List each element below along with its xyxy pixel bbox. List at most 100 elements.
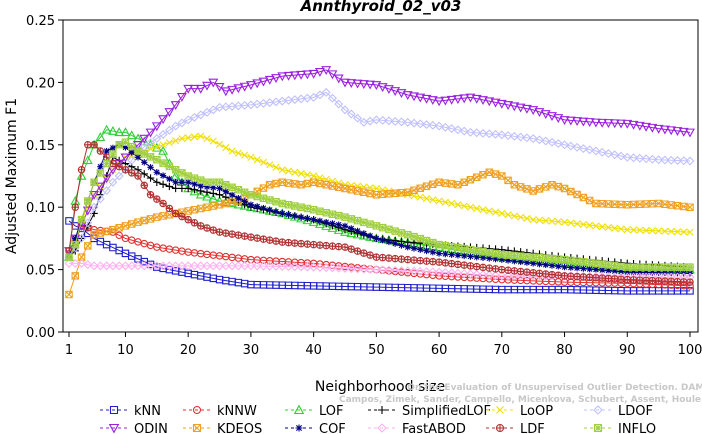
data-point	[598, 274, 606, 282]
data-point	[153, 213, 161, 221]
data-point	[453, 125, 463, 135]
data-point	[247, 233, 255, 241]
data-point	[215, 191, 224, 199]
data-point	[195, 189, 206, 199]
data-point	[289, 71, 300, 81]
data-point	[360, 249, 368, 257]
data-point	[259, 194, 268, 202]
data-point	[321, 87, 331, 97]
data-point	[429, 257, 437, 266]
data-point	[77, 233, 87, 243]
data-point	[202, 81, 212, 91]
data-point	[661, 277, 669, 285]
data-point	[121, 138, 130, 147]
data-point	[90, 141, 98, 149]
data-point	[272, 179, 280, 188]
data-point	[422, 236, 431, 245]
data-point	[573, 272, 581, 281]
data-point	[302, 262, 312, 272]
legend-label: LDOF	[618, 404, 653, 419]
data-point	[554, 182, 563, 191]
data-point	[158, 115, 169, 125]
data-point	[517, 258, 524, 266]
data-point	[247, 153, 255, 161]
data-point	[686, 203, 694, 211]
data-point	[215, 200, 224, 209]
data-point	[636, 269, 644, 276]
data-point	[473, 204, 481, 213]
data-point	[678, 127, 689, 137]
data-point	[183, 115, 193, 125]
data-point	[565, 116, 576, 126]
data-point	[609, 119, 620, 129]
data-point	[572, 142, 582, 152]
data-point	[567, 256, 575, 265]
data-point	[296, 70, 307, 80]
x-axis-label: Neighborhood size	[315, 379, 445, 395]
data-point	[397, 229, 406, 237]
data-point	[661, 227, 669, 235]
series-line	[68, 135, 691, 258]
data-point	[548, 262, 556, 269]
data-point	[140, 170, 148, 178]
data-point	[452, 95, 463, 105]
data-point	[636, 276, 644, 284]
data-point	[479, 254, 487, 261]
data-point	[140, 216, 149, 225]
data-point	[233, 261, 243, 271]
data-point	[296, 262, 306, 272]
data-point	[114, 127, 125, 137]
data-point	[203, 224, 211, 232]
data-point	[316, 241, 324, 249]
data-point	[630, 269, 637, 276]
data-point	[258, 261, 268, 271]
data-point	[561, 263, 568, 271]
data-point	[654, 263, 663, 271]
data-point	[366, 251, 374, 259]
data-point	[284, 262, 294, 272]
data-point	[159, 159, 167, 167]
data-point	[284, 200, 293, 209]
data-point	[353, 247, 362, 255]
data-point	[227, 85, 238, 95]
data-point	[178, 134, 186, 143]
data-point	[334, 242, 343, 251]
data-point	[667, 227, 675, 235]
data-point	[421, 94, 432, 104]
data-point	[95, 194, 105, 204]
data-point	[491, 208, 500, 216]
data-point	[189, 84, 200, 94]
data-point	[679, 278, 688, 286]
data-point	[629, 263, 638, 271]
data-point	[266, 161, 274, 169]
data-point	[278, 166, 286, 174]
data-point	[327, 93, 337, 103]
x-tick-label: 30	[243, 343, 260, 358]
data-point	[567, 219, 575, 227]
data-point	[172, 179, 179, 186]
y-tick-label: 0.15	[26, 139, 55, 154]
data-point	[448, 251, 455, 258]
data-point	[434, 97, 445, 107]
data-point	[159, 141, 167, 149]
data-point	[453, 268, 463, 278]
data-point	[240, 100, 250, 110]
data-point	[654, 277, 663, 285]
data-point	[441, 259, 450, 267]
data-point	[122, 144, 129, 151]
data-point	[297, 169, 305, 178]
y-tick-label: 0.00	[26, 326, 55, 341]
data-point	[322, 208, 330, 217]
data-point	[90, 178, 98, 186]
data-point	[146, 261, 156, 271]
data-point	[486, 255, 493, 262]
data-point	[535, 269, 544, 278]
data-point	[404, 243, 411, 251]
data-point	[140, 181, 149, 190]
data-point	[529, 216, 537, 224]
data-point	[666, 126, 677, 136]
data-point	[592, 273, 600, 282]
data-point	[233, 84, 244, 94]
data-point	[610, 261, 619, 270]
data-point	[624, 268, 631, 276]
